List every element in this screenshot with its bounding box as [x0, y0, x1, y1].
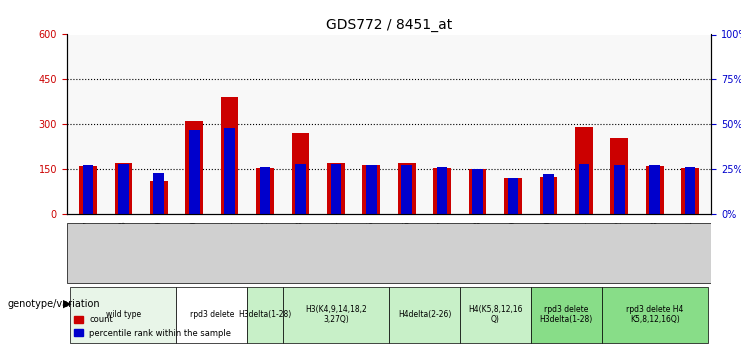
Text: rpd3 delete: rpd3 delete: [190, 310, 234, 319]
Bar: [685, 167, 695, 214]
Bar: [330, 164, 341, 214]
Bar: [504, 178, 522, 214]
Bar: [327, 163, 345, 214]
Bar: [79, 166, 97, 214]
Bar: [646, 166, 663, 214]
Bar: [681, 168, 699, 214]
Text: H3(K4,9,14,18,2
3,27Q): H3(K4,9,14,18,2 3,27Q): [305, 305, 367, 324]
FancyBboxPatch shape: [602, 287, 708, 343]
Bar: [256, 168, 274, 214]
Text: rpd3 delete H4
K5,8,12,16Q): rpd3 delete H4 K5,8,12,16Q): [626, 305, 683, 324]
Bar: [469, 169, 486, 214]
Bar: [433, 168, 451, 214]
Bar: [185, 121, 203, 214]
Bar: [118, 164, 129, 214]
Legend: count, percentile rank within the sample: count, percentile rank within the sample: [71, 312, 234, 341]
FancyBboxPatch shape: [283, 287, 389, 343]
Bar: [362, 165, 380, 214]
Bar: [295, 164, 306, 214]
Bar: [83, 166, 93, 214]
Bar: [115, 163, 132, 214]
Bar: [221, 97, 239, 214]
Text: rpd3 delete
H3delta(1-28): rpd3 delete H3delta(1-28): [539, 305, 593, 324]
Bar: [543, 175, 554, 214]
FancyBboxPatch shape: [460, 287, 531, 343]
Bar: [649, 166, 660, 214]
Bar: [292, 133, 309, 214]
Text: ▶: ▶: [63, 299, 71, 308]
Bar: [472, 169, 483, 214]
Bar: [150, 181, 167, 214]
FancyBboxPatch shape: [176, 287, 247, 343]
Bar: [575, 127, 593, 214]
Bar: [225, 128, 235, 214]
Text: H4delta(2-26): H4delta(2-26): [398, 310, 451, 319]
Bar: [402, 166, 412, 214]
Bar: [366, 166, 376, 214]
Bar: [579, 164, 589, 214]
Text: H3delta(1-28): H3delta(1-28): [239, 310, 292, 319]
Text: genotype/variation: genotype/variation: [7, 299, 100, 308]
FancyBboxPatch shape: [247, 287, 283, 343]
Bar: [539, 177, 557, 214]
FancyBboxPatch shape: [389, 287, 460, 343]
FancyBboxPatch shape: [531, 287, 602, 343]
Bar: [611, 138, 628, 214]
Bar: [508, 178, 518, 214]
Bar: [437, 167, 448, 214]
Bar: [614, 166, 625, 214]
Title: GDS772 / 8451_at: GDS772 / 8451_at: [326, 18, 452, 32]
Text: H4(K5,8,12,16
Q): H4(K5,8,12,16 Q): [468, 305, 522, 324]
Bar: [260, 167, 270, 214]
FancyBboxPatch shape: [70, 287, 176, 343]
Bar: [398, 163, 416, 214]
Bar: [189, 130, 199, 214]
Text: wild type: wild type: [106, 310, 141, 319]
FancyBboxPatch shape: [67, 223, 711, 283]
Bar: [153, 172, 164, 214]
